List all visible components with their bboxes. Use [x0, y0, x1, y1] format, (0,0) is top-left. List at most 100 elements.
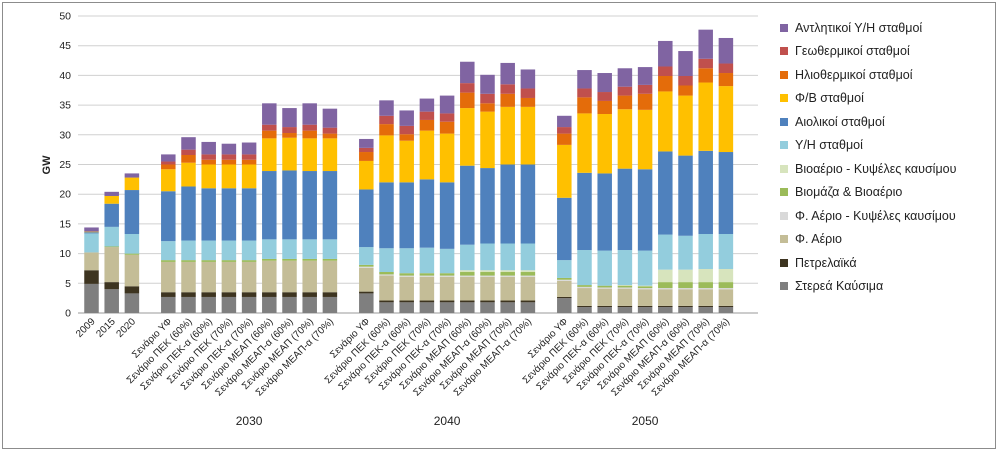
bar-segment	[302, 130, 317, 139]
legend-item: Βιομάζα & Βιοαέριο	[780, 181, 992, 205]
bar-segment	[439, 95, 455, 114]
bar-segment	[359, 291, 374, 294]
bar-segment	[617, 250, 633, 286]
bar-segment	[221, 240, 237, 261]
bar-segment	[480, 103, 495, 112]
bar-segment	[718, 86, 734, 153]
bar-segment	[460, 302, 475, 313]
bar-segment	[557, 127, 572, 134]
bar-segment	[201, 260, 216, 262]
bar-segment	[597, 114, 612, 174]
bar-segment	[302, 239, 317, 259]
bar-segment	[379, 124, 394, 136]
bar-segment	[201, 261, 216, 293]
bar-segment	[678, 235, 693, 270]
bar-segment	[637, 305, 653, 308]
bar-segment	[379, 100, 394, 116]
bar-segment	[698, 233, 713, 270]
bar-segment	[399, 273, 414, 276]
bar-segment	[480, 272, 495, 276]
bar-segment	[480, 93, 495, 104]
bar-segment	[181, 137, 196, 150]
bar-segment	[359, 264, 374, 267]
bar-segment	[718, 288, 734, 290]
legend-swatch	[780, 188, 788, 197]
y-tick-label: 10	[59, 248, 71, 260]
bar-segment	[500, 62, 515, 85]
legend-item: Στερεά Καύσιμα	[780, 275, 992, 299]
bar-segment	[480, 300, 495, 303]
bar-segment	[419, 247, 435, 274]
bar-segment	[439, 182, 455, 249]
bar-segment	[678, 95, 693, 156]
bar-segment	[359, 160, 374, 190]
bar-segment	[282, 170, 297, 240]
bar-segment	[181, 162, 196, 187]
bar-segment	[124, 254, 140, 287]
bar-segment	[577, 286, 592, 289]
bar-segment	[557, 133, 572, 145]
bar-segment	[557, 277, 572, 280]
bar-segment	[617, 307, 633, 313]
bar-segment	[480, 74, 495, 94]
y-tick-label: 30	[59, 129, 71, 141]
legend-swatch	[780, 235, 788, 244]
bar-segment	[241, 261, 257, 293]
bar-segment	[718, 152, 734, 234]
bar-segment	[399, 182, 414, 249]
bar-segment	[379, 274, 394, 276]
bar-segment	[84, 232, 99, 234]
bar-segment	[124, 173, 140, 178]
bar-segment	[282, 137, 297, 171]
bar-segment	[322, 292, 338, 297]
bar-segment	[658, 307, 673, 313]
legend-label: Αντλητικοί Υ/Η σταθμοί	[795, 20, 923, 35]
bar-segment	[241, 164, 257, 189]
bar-segment	[161, 154, 176, 162]
bar-segment	[718, 307, 734, 313]
bar-segment	[161, 260, 176, 262]
bar-segment	[322, 108, 338, 128]
bar-segment	[637, 109, 653, 170]
legend-label: Ηλιοθερμικοί σταθμοί	[795, 67, 913, 82]
bar-segment	[480, 270, 495, 273]
bar-segment	[718, 269, 734, 283]
bar-segment	[322, 239, 338, 259]
bar-segment	[419, 111, 435, 120]
bar-segment	[124, 286, 140, 294]
bar-segment	[181, 186, 196, 241]
bar-segment	[379, 275, 394, 301]
legend-item: Φ. Αέριο - Κυψέλες καυσίμου	[780, 204, 992, 228]
bar-segment	[419, 275, 435, 277]
legend-swatch	[780, 23, 788, 32]
bar-segment	[399, 248, 414, 274]
bar-segment	[577, 70, 592, 89]
bar-segment	[262, 138, 277, 172]
bar-segment	[201, 240, 216, 261]
bar-segment	[359, 147, 374, 153]
bar-segment	[597, 285, 612, 288]
category-label: 2020	[115, 316, 139, 340]
bar-segment	[597, 250, 612, 286]
bar-segment	[262, 171, 277, 240]
y-tick-label: 45	[59, 40, 71, 52]
y-tick-label: 50	[59, 11, 71, 23]
bar-segment	[399, 125, 414, 135]
bar-segment	[322, 127, 338, 134]
bar-segment	[439, 133, 455, 183]
bar-segment	[520, 243, 536, 271]
bar-segment	[597, 305, 612, 308]
bar-segment	[460, 276, 475, 301]
bar-segment	[161, 169, 176, 192]
bar-segment	[282, 260, 297, 293]
bar-segment	[617, 287, 633, 289]
bar-segment	[262, 292, 277, 297]
bar-segment	[439, 300, 455, 303]
bar-segment	[379, 302, 394, 313]
bar-segment	[84, 283, 99, 313]
bar-segment	[698, 289, 713, 306]
bar-segment	[359, 189, 374, 248]
bar-segment	[302, 292, 317, 297]
legend-item: Υ/Η σταθμοί	[780, 134, 992, 158]
bar-segment	[557, 298, 572, 313]
